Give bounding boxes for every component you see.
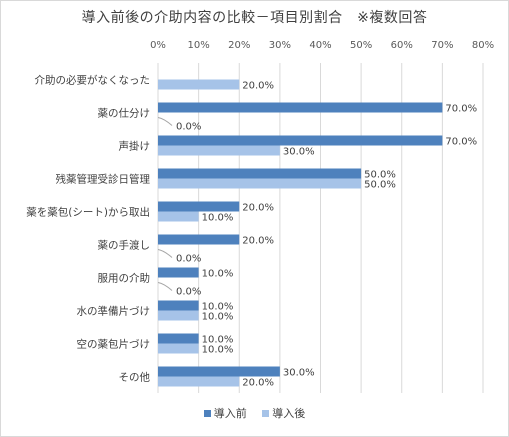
category-label: 薬の手渡し (98, 239, 151, 252)
legend-swatch-before (203, 410, 211, 417)
legend-label-before: 導入前 (213, 407, 247, 420)
bar-after (158, 376, 240, 387)
x-tick-label: 50% (350, 40, 372, 51)
category-label: 服用の介助 (98, 272, 151, 285)
data-label: 30.0% (283, 147, 315, 158)
data-label: 10.0% (202, 345, 234, 356)
x-tick-label: 80% (472, 40, 494, 51)
data-label: 20.0% (242, 81, 274, 92)
data-label: 10.0% (202, 335, 234, 346)
bar-before (158, 102, 443, 113)
data-label: 0.0% (176, 287, 201, 298)
legend-swatch-after (262, 410, 270, 417)
data-label: 10.0% (202, 302, 234, 313)
category-label: 空の薬包片づけ (77, 338, 151, 351)
bar-before (158, 201, 240, 212)
data-label: 70.0% (445, 137, 477, 148)
bar-before (158, 267, 199, 278)
leader-line (157, 249, 173, 258)
leader-line (157, 282, 173, 291)
bar-before (158, 234, 240, 245)
category-label: その他 (119, 371, 151, 384)
data-label: 50.0% (364, 180, 396, 191)
x-tick-label: 20% (228, 40, 250, 51)
legend-item-before: 導入前 (203, 405, 247, 421)
bar-before (158, 300, 199, 311)
data-label: 20.0% (242, 378, 274, 389)
x-tick-label: 60% (391, 40, 413, 51)
data-label: 10.0% (202, 213, 234, 224)
bar-after (158, 343, 199, 354)
data-label: 20.0% (242, 203, 274, 214)
data-label: 50.0% (364, 170, 396, 181)
leader-line (157, 117, 173, 126)
bar-before (158, 135, 443, 146)
bar-before (158, 366, 280, 377)
bar-after (158, 145, 280, 156)
bar-after (158, 211, 199, 222)
x-tick-label: 30% (269, 40, 291, 51)
x-tick-label: 10% (188, 40, 210, 51)
legend: 導入前 導入後 (0, 405, 509, 421)
bar-before (158, 333, 199, 344)
bar-after (158, 310, 199, 321)
legend-label-after: 導入後 (272, 407, 306, 420)
data-label: 10.0% (202, 312, 234, 323)
bar-after (158, 79, 240, 90)
x-tick-label: 70% (431, 40, 453, 51)
category-label: 残薬管理受診日管理 (56, 173, 151, 186)
data-label: 70.0% (445, 104, 477, 115)
chart-title: 導入前後の介助内容の比較－項目別割合 ※複数回答 (81, 10, 428, 26)
bar-before (158, 168, 362, 179)
category-label: 薬の仕分け (98, 107, 151, 120)
category-label: 水の準備片づけ (77, 305, 151, 318)
category-label: 介助の必要がなくなった (35, 74, 151, 87)
category-label: 声掛け (119, 140, 151, 153)
legend-item-after: 導入後 (262, 405, 305, 421)
category-label: 薬を薬包(シート)から取出 (26, 206, 150, 219)
data-label: 0.0% (176, 254, 201, 265)
data-label: 10.0% (202, 269, 234, 280)
bar-after (158, 178, 362, 189)
data-label: 20.0% (242, 236, 274, 247)
data-label: 0.0% (176, 122, 201, 133)
x-tick-label: 40% (309, 40, 331, 51)
x-tick-label: 0% (150, 40, 166, 51)
data-label: 30.0% (283, 368, 315, 379)
